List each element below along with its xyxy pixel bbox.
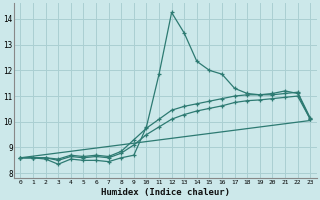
X-axis label: Humidex (Indice chaleur): Humidex (Indice chaleur): [101, 188, 230, 197]
